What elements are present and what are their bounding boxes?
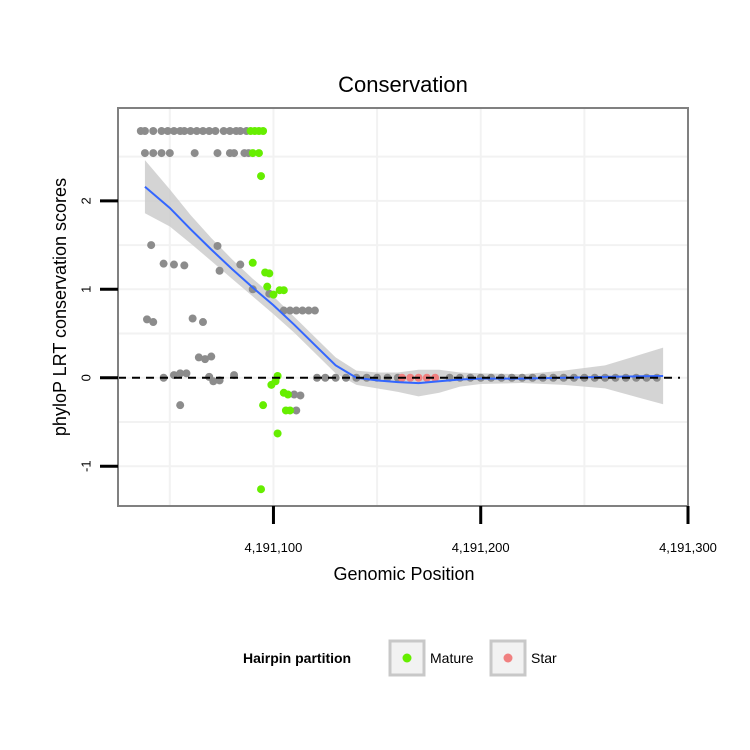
point-mature	[248, 149, 257, 158]
point-other	[201, 355, 210, 364]
point-other	[205, 126, 214, 135]
points-layer	[136, 126, 661, 494]
point-other	[149, 318, 158, 327]
confidence-ribbon	[144, 160, 664, 405]
confidence-ribbon-layer	[144, 160, 664, 405]
point-other	[298, 306, 307, 315]
point-other	[140, 149, 149, 158]
point-other	[236, 260, 245, 269]
point-other	[188, 314, 197, 323]
point-other	[140, 126, 149, 135]
point-star	[406, 373, 415, 382]
point-mature	[257, 485, 266, 494]
x-axis: 4,191,100 4,191,200 4,191,300	[245, 506, 717, 555]
legend-entry-mature: Mature	[388, 639, 474, 677]
point-other	[163, 126, 172, 135]
point-other	[190, 149, 199, 158]
point-other	[159, 259, 168, 268]
point-other	[290, 390, 299, 399]
point-other	[215, 266, 224, 275]
y-tick-label: 2	[79, 197, 94, 204]
point-mature	[273, 429, 282, 438]
point-other	[304, 306, 313, 315]
point-other	[147, 241, 156, 250]
point-other	[296, 391, 305, 400]
point-mature	[254, 149, 263, 158]
point-other	[149, 126, 158, 135]
point-other	[292, 306, 301, 315]
loess-smooth-line	[144, 185, 664, 385]
point-mature	[248, 258, 257, 267]
point-other	[186, 126, 195, 135]
point-star	[431, 373, 440, 382]
grid-lines	[118, 108, 688, 506]
point-other	[157, 149, 166, 158]
chart-title: Conservation	[338, 72, 468, 97]
x-tick-label: 4,191,200	[452, 540, 510, 555]
x-tick-label: 4,191,300	[659, 540, 717, 555]
point-mature	[265, 269, 274, 278]
y-axis: -1 0 1 2	[79, 197, 118, 472]
point-mature	[263, 282, 272, 291]
point-other	[236, 126, 245, 135]
point-other	[230, 149, 239, 158]
point-mature	[279, 286, 288, 295]
y-axis-title: phyloP LRT conservation scores	[50, 178, 70, 436]
point-other	[207, 352, 216, 361]
legend-label-mature: Mature	[430, 650, 474, 666]
point-other	[176, 369, 185, 378]
smooth-line-layer	[144, 185, 664, 385]
point-other	[292, 406, 301, 415]
point-other	[194, 353, 203, 362]
legend-title: Hairpin partition	[243, 650, 351, 666]
point-other	[213, 241, 222, 250]
point-mature	[271, 377, 280, 386]
point-other	[180, 261, 189, 270]
point-other	[211, 126, 220, 135]
point-other	[176, 401, 185, 410]
legend-label-star: Star	[531, 650, 557, 666]
legend-dot-mature	[402, 653, 412, 663]
plot-panel	[117, 107, 689, 507]
point-mature	[283, 390, 292, 399]
point-mature	[269, 290, 278, 299]
legend: Hairpin partition Mature Star	[243, 639, 557, 677]
point-other	[180, 126, 189, 135]
y-tick-label: 1	[79, 286, 94, 293]
x-tick-label: 4,191,100	[245, 540, 303, 555]
point-other	[286, 306, 295, 315]
point-mature	[286, 406, 295, 415]
point-other	[165, 149, 174, 158]
point-mature	[257, 172, 266, 181]
point-other	[310, 306, 319, 315]
point-other	[143, 315, 152, 324]
point-other	[149, 149, 158, 158]
legend-dot-star	[503, 653, 513, 663]
legend-entry-star: Star	[489, 639, 557, 677]
x-axis-title: Genomic Position	[333, 564, 474, 584]
point-other	[213, 149, 222, 158]
point-other	[321, 373, 330, 382]
point-other	[225, 126, 234, 135]
point-other	[198, 126, 207, 135]
point-mature	[259, 401, 268, 410]
point-other	[192, 126, 201, 135]
point-other	[169, 260, 178, 269]
y-tick-label: -1	[79, 460, 94, 472]
point-other	[219, 126, 228, 135]
point-other	[182, 369, 191, 378]
point-other	[209, 377, 218, 386]
point-other	[198, 318, 207, 327]
point-other	[157, 126, 166, 135]
point-mature	[259, 126, 268, 135]
point-other	[248, 285, 257, 294]
point-other	[169, 126, 178, 135]
y-tick-label: 0	[79, 374, 94, 381]
